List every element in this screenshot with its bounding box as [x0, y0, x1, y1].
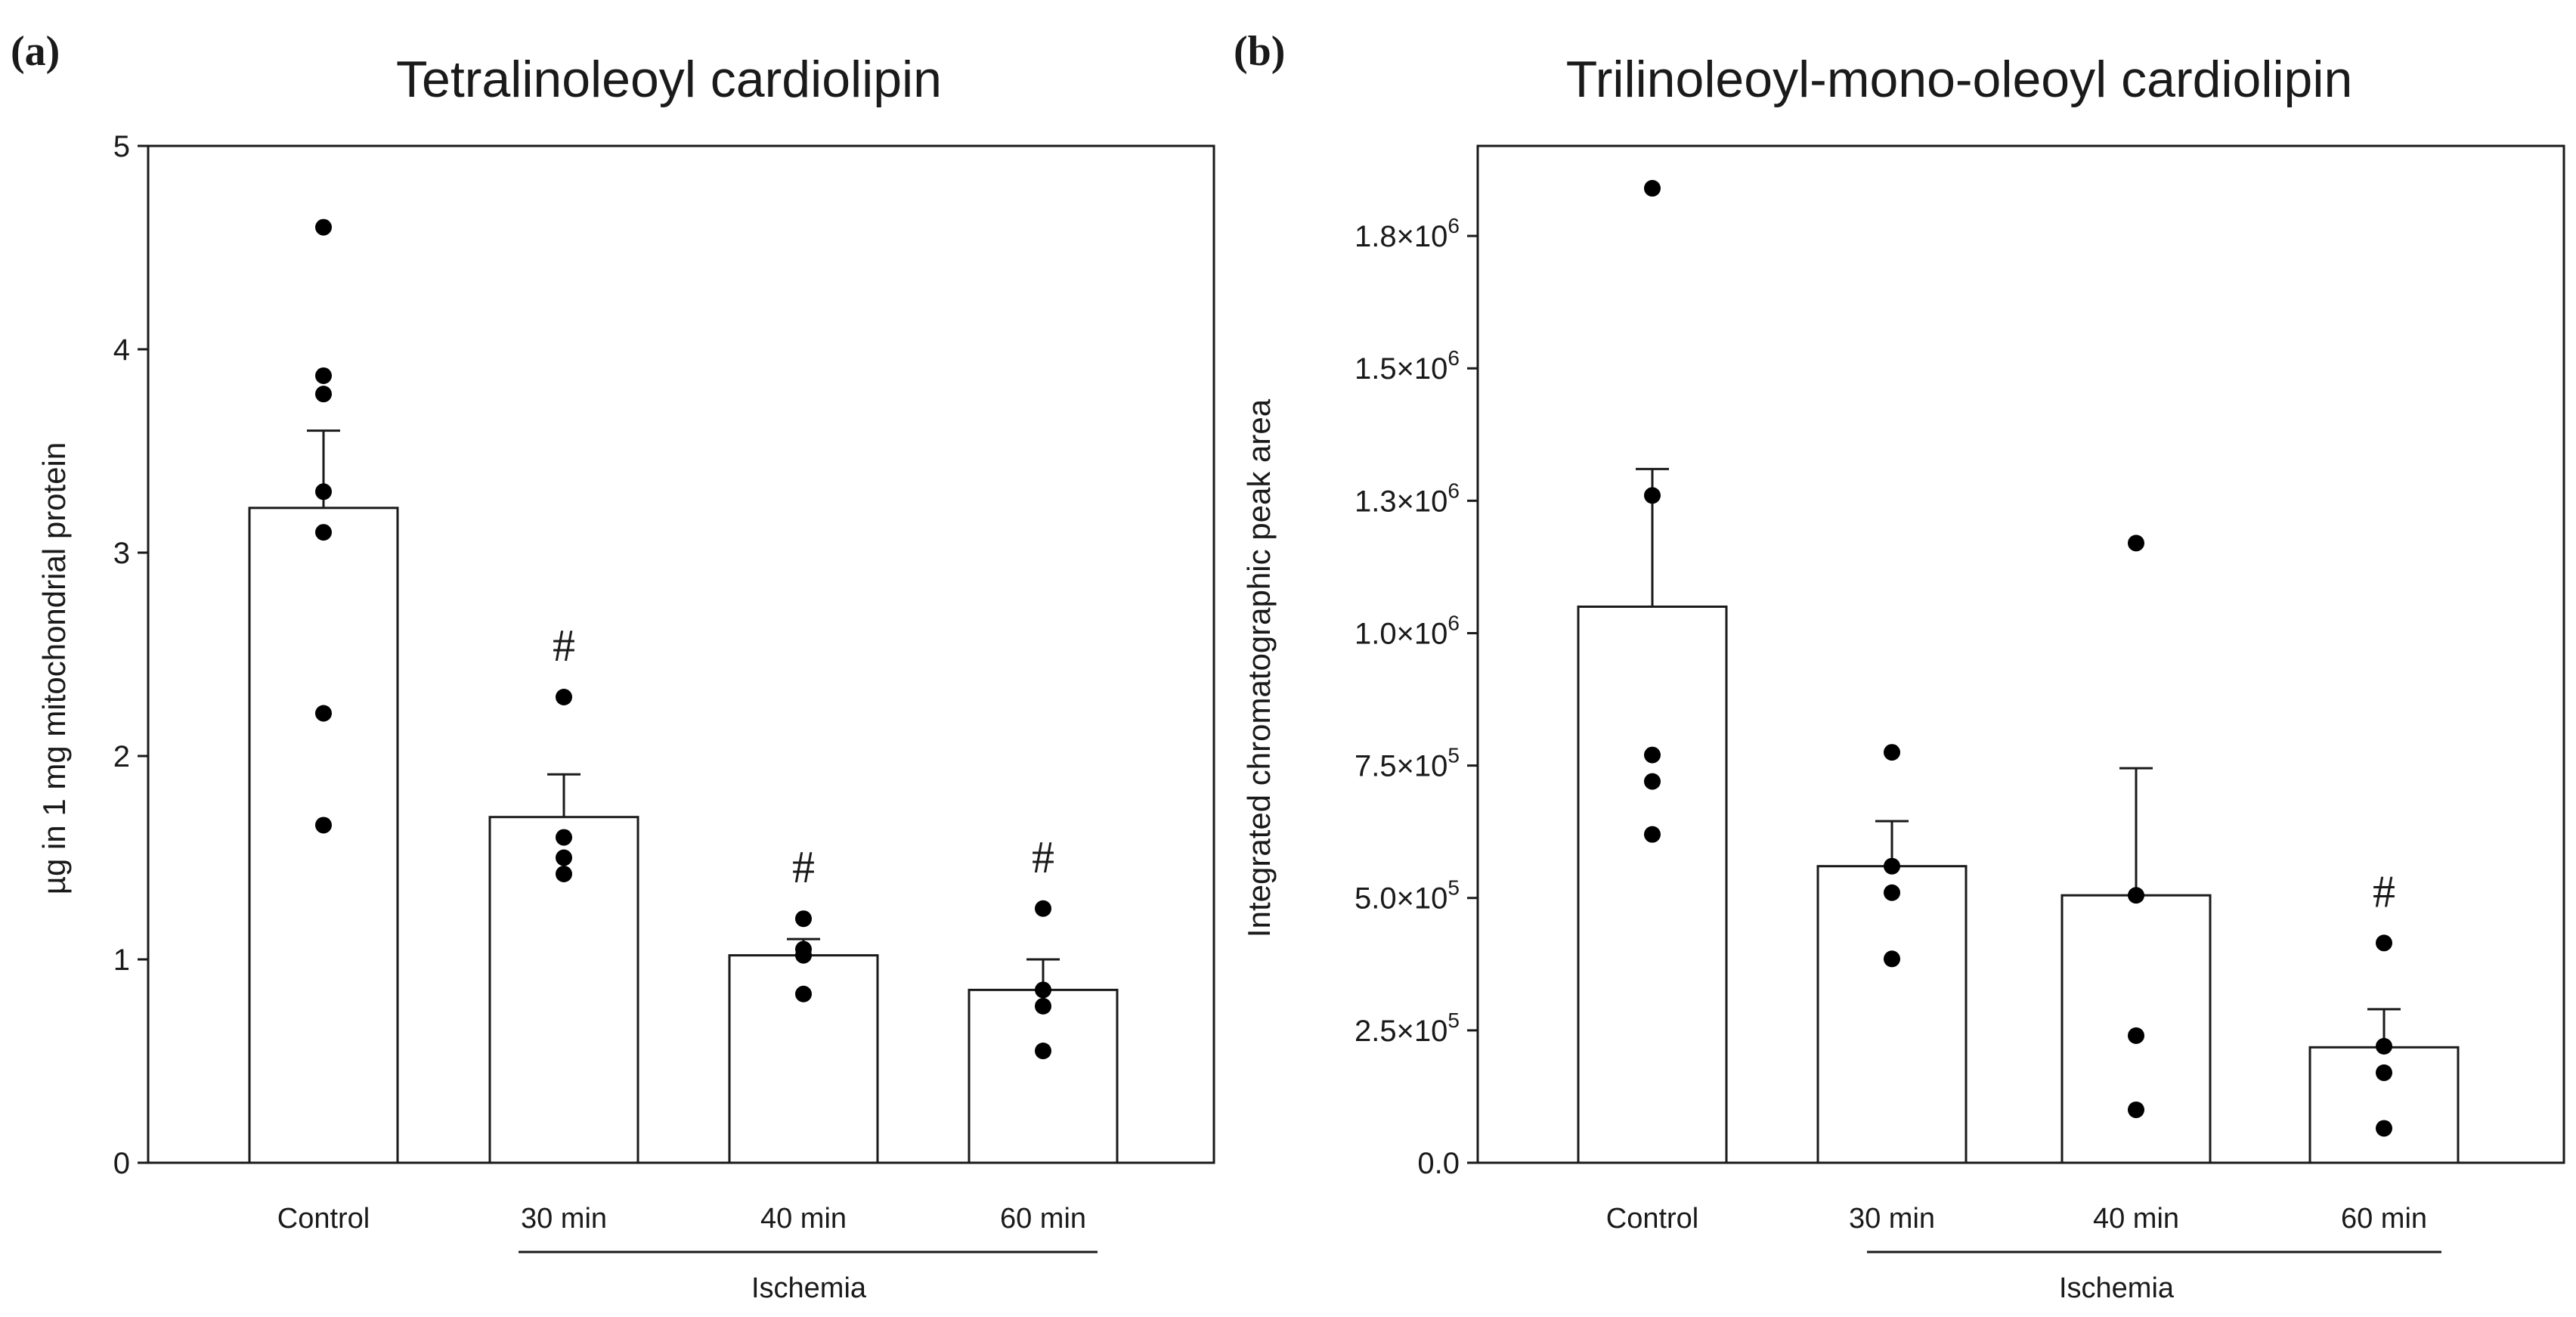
- panel-b: (b) Trilinoleoyl-mono-oleoyl cardiolipin…: [1234, 28, 2565, 1304]
- panel-a-x-tick-label: Control: [277, 1203, 370, 1235]
- panel-b-y-tick-label: 2.5×105: [1355, 1009, 1460, 1048]
- panel-b-x-tick-label: Control: [1606, 1203, 1699, 1235]
- panel-a-y-tick-label: 4: [113, 333, 130, 367]
- panel-a-significance-marker: #: [1032, 832, 1054, 882]
- panel-a-data-point: [315, 367, 332, 384]
- panel-a-data-point: [556, 849, 572, 866]
- panel-b-data-point: [2128, 887, 2144, 904]
- panel-b-y-tick-label: 7.5×105: [1355, 744, 1460, 783]
- panel-b-y-tick-label: 1.5×106: [1355, 346, 1460, 386]
- panel-a-y-tick-label: 0: [113, 1147, 130, 1180]
- panel-a-y-tick-label: 1: [113, 944, 130, 977]
- panel-b-data-point: [1644, 180, 1661, 197]
- panel-b-data-point: [1644, 487, 1661, 504]
- panel-b-y-tick-label: 0.0: [1417, 1147, 1460, 1180]
- panel-a-data-point: [1035, 981, 1051, 999]
- panel-b-data-point: [1884, 857, 1900, 875]
- panel-a-data-point: [1035, 1043, 1051, 1060]
- panel-b-data-point: [1644, 826, 1661, 843]
- panel-b-significance-marker: #: [2373, 866, 2395, 916]
- panel-b-y-tick-label: 1.8×106: [1355, 214, 1460, 253]
- panel-a-plot-frame: [147, 144, 1215, 1164]
- panel-a-bar: [488, 816, 639, 1164]
- panel-b-plot-frame: [1476, 144, 2565, 1164]
- panel-b-data-point: [1644, 746, 1661, 764]
- panel-a-title: Tetralinoleoyl cardiolipin: [396, 51, 942, 108]
- panel-b-group-label: Ischemia: [2059, 1272, 2175, 1304]
- panel-b-x-tick-label: 60 min: [2341, 1203, 2427, 1235]
- panel-a-data-point: [1035, 900, 1051, 917]
- panel-a-data-point: [1035, 997, 1051, 1015]
- panel-b-data-point: [2128, 535, 2144, 552]
- panel-a-y-tick-label: 5: [113, 130, 130, 163]
- panel-b-data-point: [1884, 950, 1900, 968]
- panel-b-bar: [1816, 865, 1968, 1164]
- panel-a-y-axis-title: µg in 1 mg mitochondrial protein: [36, 442, 72, 895]
- panel-b-y-tick-label: 1.0×106: [1355, 611, 1460, 650]
- panel-a-marks: 0 1 2 3 4 5 Control #30 min #40 min #60 min: [113, 130, 1215, 1253]
- panel-b-marks: 0.0 2.5×105 5.0×105 7.5×105 1.0×106 1.3×106 1.…: [1355, 144, 2565, 1253]
- panel-a-data-point: [556, 829, 572, 846]
- panel-b-data-point: [1884, 744, 1900, 761]
- panel-b-data-point: [2376, 1064, 2392, 1081]
- panel-b-y-tick-label: 5.0×105: [1355, 876, 1460, 916]
- panel-b-data-point: [2376, 934, 2392, 952]
- panel-a-data-point: [315, 705, 332, 722]
- panel-a-bar: [968, 988, 1119, 1164]
- panel-b-x-tick-label: 30 min: [1849, 1203, 1935, 1235]
- panel-a-significance-marker: #: [792, 842, 815, 892]
- panel-b-data-point: [2128, 1101, 2144, 1118]
- panel-a-y-tick-label: 3: [113, 537, 130, 570]
- panel-a-x-tick-label: 30 min: [521, 1203, 607, 1235]
- panel-a-data-point: [795, 910, 812, 928]
- panel-a-x-tick-label: 60 min: [1000, 1203, 1086, 1235]
- panel-b-data-point: [2128, 1027, 2144, 1044]
- panel-a-data-point: [315, 386, 332, 403]
- panel-a-data-point: [556, 866, 572, 883]
- panel-a-group-label: Ischemia: [751, 1272, 867, 1304]
- panel-a-y-tick-label: 2: [113, 740, 130, 773]
- panel-b-bar: [1577, 605, 1728, 1164]
- panel-b-data-point: [1644, 773, 1661, 790]
- panel-a-data-point: [315, 218, 332, 236]
- panel-a-label: (a): [11, 28, 60, 75]
- panel-a-bar: [248, 507, 399, 1164]
- panel-b-x-tick-label: 40 min: [2093, 1203, 2179, 1235]
- panel-b-label: (b): [1234, 28, 1285, 75]
- panel-b-y-axis-title: Integrated chromatographic peak area: [1241, 398, 1277, 937]
- panel-b-data-point: [2376, 1120, 2392, 1137]
- panel-b-title: Trilinoleoyl-mono-oleoyl cardiolipin: [1566, 51, 2353, 108]
- panel-a-significance-marker: #: [553, 621, 575, 671]
- panel-a-data-point: [795, 985, 812, 1002]
- panel-a-data-point: [795, 947, 812, 964]
- panel-b-data-point: [1884, 884, 1900, 901]
- panel-a-data-point: [315, 817, 332, 834]
- panel-a-data-point: [315, 524, 332, 541]
- panel-b-y-tick-label: 1.3×106: [1355, 479, 1460, 518]
- panel-a-data-point: [315, 483, 332, 500]
- panel-a: (a) Tetralinoleoyl cardiolipin µg in 1 m…: [11, 28, 1215, 1304]
- panel-a-data-point: [556, 688, 572, 705]
- panel-a-x-tick-label: 40 min: [760, 1203, 847, 1235]
- panel-b-data-point: [2376, 1037, 2392, 1055]
